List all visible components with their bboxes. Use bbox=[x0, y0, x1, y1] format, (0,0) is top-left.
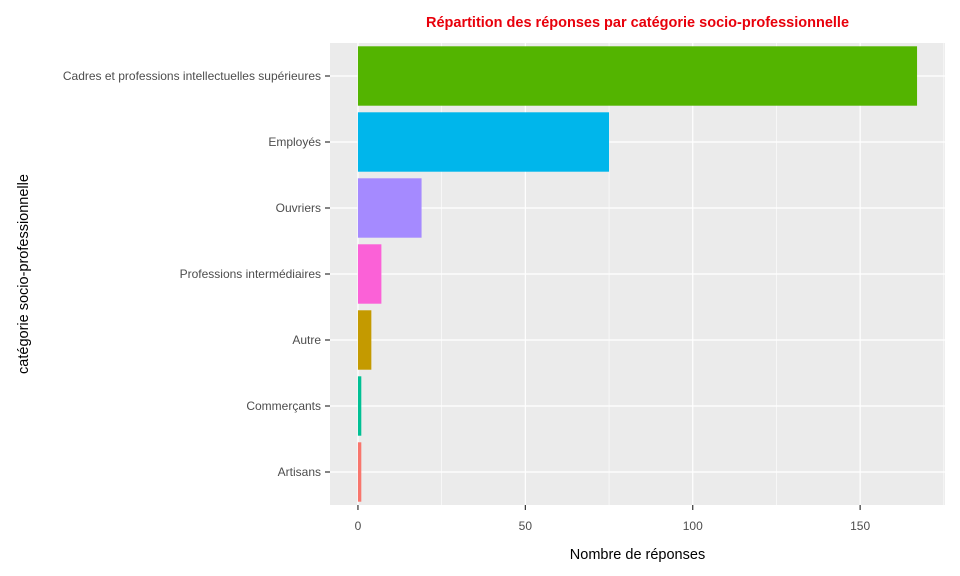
y-tick-label: Professions intermédiaires bbox=[180, 267, 321, 281]
bar bbox=[357, 244, 382, 304]
x-axis-title: Nombre de réponses bbox=[570, 547, 705, 563]
bar bbox=[357, 310, 372, 370]
chart-title: Répartition des réponses par catégorie s… bbox=[426, 15, 849, 31]
x-tick-label: 50 bbox=[519, 519, 533, 533]
bars bbox=[357, 46, 918, 502]
y-tick-label: Employés bbox=[268, 135, 321, 149]
bar bbox=[357, 178, 422, 238]
x-tick-label: 0 bbox=[355, 519, 362, 533]
x-axis: 0 50 100 150 bbox=[355, 505, 870, 533]
bar bbox=[357, 442, 362, 502]
y-tick-label: Cadres et professions intellectuelles su… bbox=[63, 69, 321, 83]
bar bbox=[357, 112, 610, 172]
bar bbox=[357, 46, 918, 106]
x-tick-label: 100 bbox=[683, 519, 703, 533]
y-axis: Cadres et professions intellectuelles su… bbox=[63, 69, 330, 479]
y-tick-label: Commerçants bbox=[246, 399, 321, 413]
bar bbox=[357, 376, 362, 436]
x-tick-label: 150 bbox=[850, 519, 870, 533]
y-tick-label: Ouvriers bbox=[276, 201, 321, 215]
y-tick-label: Artisans bbox=[278, 465, 321, 479]
y-axis-title: catégorie socio-professionnelle bbox=[16, 174, 32, 374]
y-tick-label: Autre bbox=[292, 333, 321, 347]
